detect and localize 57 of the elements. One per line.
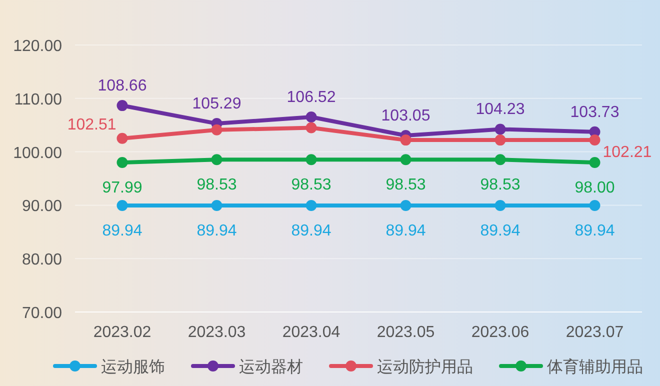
data-label: 89.94: [196, 222, 237, 240]
x-tick-label: 2023.02: [93, 324, 152, 341]
y-tick-label: 70.00: [22, 305, 62, 322]
legend-label: 运动器材: [239, 358, 303, 376]
point: [116, 132, 128, 144]
y-tick-label: 120.00: [13, 38, 62, 55]
data-label: 103.05: [381, 108, 430, 125]
data-label: 89.94: [574, 222, 615, 240]
y-tick-label: 100.00: [13, 144, 62, 162]
point: [494, 200, 506, 212]
point: [211, 154, 222, 166]
x-tick-label: 2023.05: [376, 324, 435, 341]
data-label: 98.53: [480, 176, 520, 194]
point: [400, 154, 412, 166]
legend-label: 体育辅助用品: [547, 358, 643, 376]
data-label: 105.29: [192, 96, 242, 113]
data-label: 89.94: [291, 222, 332, 240]
y-tick-label: 90.00: [22, 198, 62, 216]
data-label: 108.66: [98, 78, 147, 95]
point: [116, 200, 128, 212]
x-tick-label: 2023.07: [566, 324, 624, 341]
point: [116, 157, 128, 168]
data-label: 98.53: [196, 176, 237, 194]
point: [494, 124, 506, 135]
point: [400, 134, 412, 146]
data-label: 103.73: [570, 104, 620, 121]
point: [589, 156, 600, 168]
data-label: 104.23: [476, 101, 525, 118]
point: [589, 200, 600, 212]
data-label: 102.21: [602, 144, 652, 161]
x-tick-label: 2023.06: [471, 324, 530, 341]
point: [494, 134, 506, 146]
data-label: 106.52: [286, 88, 336, 106]
point: [400, 200, 412, 212]
point: [306, 154, 317, 166]
point: [306, 111, 317, 122]
legend-label: 运动防护用品: [377, 358, 473, 376]
data-label: 89.94: [386, 222, 426, 240]
x-tick-label: 2023.03: [188, 324, 246, 341]
point: [116, 100, 128, 112]
data-label: 98.00: [574, 179, 615, 196]
x-tick-label: 2023.04: [282, 324, 340, 341]
point: [211, 200, 222, 212]
legend-label: 运动服饰: [101, 358, 165, 376]
data-label: 89.94: [102, 222, 142, 240]
data-label: 102.51: [67, 116, 116, 134]
data-label: 89.94: [480, 222, 520, 240]
point: [589, 134, 600, 146]
point: [306, 122, 317, 134]
data-label: 97.99: [102, 180, 142, 197]
point: [211, 124, 222, 136]
data-label: 98.53: [291, 176, 332, 194]
point: [494, 154, 506, 166]
data-label: 98.53: [386, 176, 426, 194]
y-tick-label: 80.00: [22, 252, 62, 269]
point: [306, 200, 317, 212]
y-tick-label: 110.00: [14, 91, 62, 108]
